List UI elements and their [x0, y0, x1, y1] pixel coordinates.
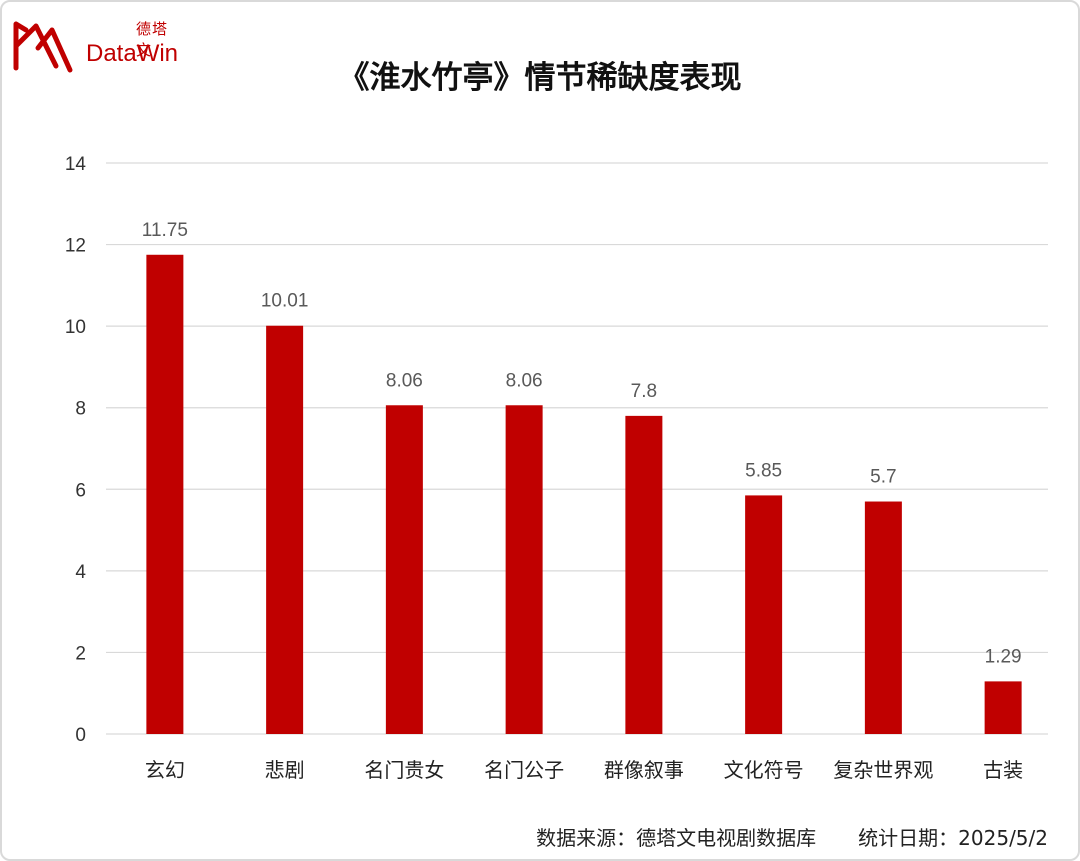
data-label: 10.01: [261, 291, 309, 312]
brand-name-en: DataWin: [86, 40, 179, 67]
bars: [146, 254, 1022, 734]
x-tick-label: 复杂世界观: [833, 758, 933, 782]
x-tick-label: 玄幻: [145, 758, 185, 782]
data-label: 1.29: [985, 646, 1022, 667]
y-tick-label: 6: [75, 480, 86, 501]
data-label: 5.85: [745, 460, 782, 481]
bar: [984, 681, 1022, 734]
y-tick-label: 10: [65, 317, 86, 338]
y-axis-ticks: 0 2 4 6 8 10 12 14: [65, 154, 87, 746]
y-tick-label: 8: [75, 399, 86, 420]
x-tick-label: 文化符号: [724, 758, 804, 782]
data-label: 7.8: [631, 381, 657, 402]
datawin-logo-icon: [13, 21, 73, 73]
data-label: 11.75: [142, 220, 188, 241]
bar: [864, 501, 902, 734]
data-labels: 11.75 10.01 8.06 8.06 7.8 5.85 5.7 1.29: [142, 220, 1022, 668]
data-source: 数据来源：德塔文电视剧数据库: [536, 826, 817, 850]
bar: [266, 325, 304, 734]
x-tick-label: 悲剧: [265, 758, 305, 782]
y-tick-label: 14: [65, 154, 87, 175]
data-label: 5.7: [870, 467, 896, 488]
bar: [505, 405, 543, 734]
brand-name-cn: 德塔文: [136, 20, 169, 59]
data-label: 8.06: [386, 370, 423, 391]
chart-title: 《淮水竹亭》情节稀缺度表现: [338, 60, 742, 96]
x-axis-ticks: 玄幻 悲剧 名门贵女 名门公子 群像叙事 文化符号 复杂世界观 古装: [145, 758, 1023, 782]
bar: [385, 405, 423, 734]
footer: 数据来源：德塔文电视剧数据库 统计日期：2025/5/2: [0, 822, 1048, 851]
bar: [745, 495, 783, 734]
x-tick-label: 名门公子: [484, 758, 564, 782]
stat-date: 统计日期：2025/5/2: [858, 826, 1048, 850]
y-tick-label: 4: [75, 562, 86, 583]
data-label: 8.06: [506, 370, 543, 391]
bar: [625, 415, 663, 734]
gridlines: [106, 162, 1048, 735]
brand-logo: 德塔文 DataWin: [12, 14, 182, 74]
x-tick-label: 名门贵女: [364, 758, 444, 782]
y-tick-label: 12: [65, 236, 86, 257]
y-tick-label: 2: [75, 643, 86, 664]
y-tick-label: 0: [75, 725, 86, 746]
x-tick-label: 群像叙事: [604, 758, 684, 782]
x-tick-label: 古装: [983, 758, 1023, 782]
bar: [146, 254, 184, 734]
